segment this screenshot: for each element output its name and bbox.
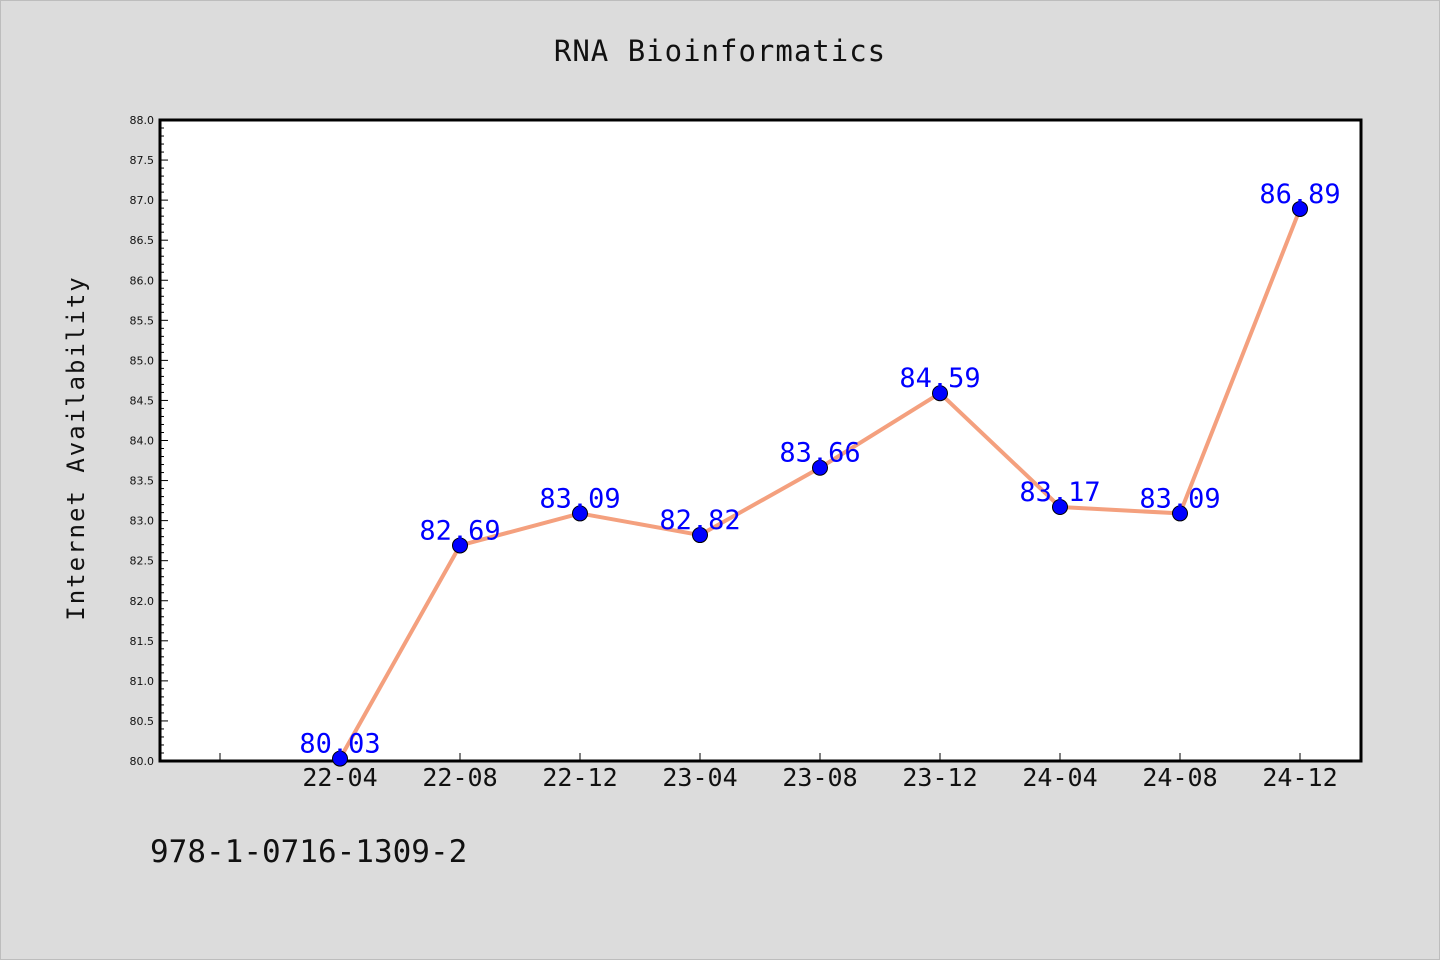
y-tick-label: 80.0 [130,755,155,768]
data-point [812,459,828,476]
data-point [1172,505,1188,522]
x-tick-label: 23-04 [662,763,737,792]
data-label: 86.89 [1259,179,1340,210]
chart-title: RNA Bioinformatics [553,34,887,68]
data-label: 83.09 [539,483,620,514]
x-tick-label: 23-12 [902,763,977,792]
x-tick-label: 22-12 [542,763,617,792]
data-point [452,537,468,554]
plot-area [158,118,1363,763]
y-tick-label: 86.5 [130,234,155,247]
data-point [692,527,708,544]
y-tick-label: 84.5 [130,394,155,407]
data-point [932,385,948,402]
data-label: 80.03 [299,729,380,760]
data-point [1052,499,1068,516]
y-tick-label: 83.0 [130,515,155,528]
data-label: 83.66 [779,438,860,469]
y-tick-label: 88.0 [130,114,155,127]
data-label: 83.09 [1139,483,1220,514]
data-point [332,750,348,767]
y-tick-label: 84.0 [130,435,155,448]
series-markers [332,200,1308,767]
data-point [572,505,588,522]
y-tick-label: 81.0 [130,675,155,688]
x-tick-label: 23-08 [782,763,857,792]
y-tick-label: 83.5 [130,475,155,488]
y-tick-label: 87.5 [130,154,155,167]
x-tick-label: 24-12 [1262,763,1337,792]
x-tick-label: 22-08 [422,763,497,792]
y-tick-label: 81.5 [130,635,155,648]
data-label: 82.69 [419,515,500,546]
y-tick-label: 80.5 [130,715,155,728]
data-point [1292,200,1308,217]
data-label: 84.59 [899,363,980,394]
data-label: 83.17 [1019,477,1100,508]
x-tick-label: 22-04 [302,763,377,792]
x-tick-label: 24-08 [1142,763,1217,792]
y-tick-label: 86.0 [130,274,155,287]
data-labels: 80.03 82.69 83.09 82.82 83.66 84.59 83.17 83.09… [299,179,1340,760]
y-axis-ticks: 80.0 80.5 81.0 81.5 82.0 82.5 83.0 83.5 84.0 84.5… [130,114,168,768]
x-axis-ticks: 22-04 22-08 22-12 23-04 23-08 23-12 24-04 24-08… [219,753,1338,792]
y-tick-label: 82.0 [130,595,155,608]
data-label: 82.82 [659,505,740,536]
y-tick-label: 87.0 [130,194,155,207]
y-tick-label: 82.5 [130,555,155,568]
y-tick-label: 85.0 [130,354,155,367]
x-tick-label: 24-04 [1022,763,1097,792]
y-tick-label: 85.5 [130,314,155,327]
isbn-code: 978-1-0716-1309-2 [150,834,468,870]
